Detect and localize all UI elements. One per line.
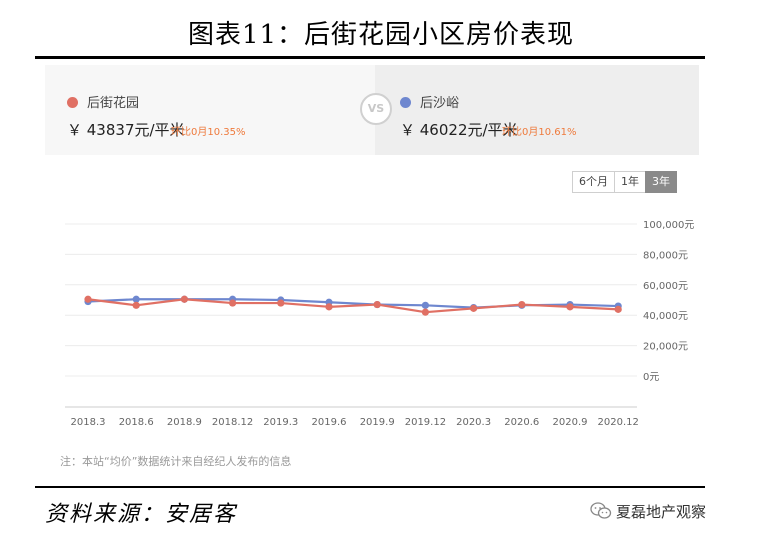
x-tick-label: 2020.12 — [598, 417, 639, 428]
data-point — [518, 300, 526, 309]
x-tick-label: 2019.3 — [263, 417, 298, 428]
data-point — [421, 308, 429, 316]
right-mom: 环比0月10.61% — [502, 127, 577, 138]
y-tick-label: 60,000元 — [643, 281, 688, 292]
x-tick-label: 2019.9 — [360, 417, 395, 428]
data-point — [325, 303, 333, 311]
data-point — [132, 295, 140, 303]
x-tick-label: 2020.9 — [553, 417, 588, 428]
left-price: ￥ 43837元/平米 — [67, 121, 185, 139]
vs-badge: VS — [360, 93, 392, 125]
figure-source: 资料来源：安居客 — [45, 502, 238, 527]
data-point — [373, 300, 381, 309]
data-point — [277, 299, 285, 307]
data-note: 注：本站“均价”数据统计来自经纪人发布的信息 — [60, 455, 292, 468]
y-tick-label: 0元 — [643, 372, 659, 383]
range-buttons: 6个月 1年 3年 — [572, 171, 677, 193]
x-tick-label: 2018.12 — [212, 417, 253, 428]
left-mom: 环比0月10.35% — [171, 127, 246, 138]
right-name: 后沙峪 — [420, 96, 460, 111]
compare-bar: 后街花园 ￥ 43837元/平米 环比0月10.35% VS 后沙峪 ￥ 460… — [45, 65, 699, 155]
data-point — [421, 301, 429, 309]
range-6m-button[interactable]: 6个月 — [572, 171, 615, 193]
x-tick-label: 2018.6 — [119, 417, 154, 428]
data-point — [229, 299, 237, 307]
x-tick-label: 2018.3 — [71, 417, 106, 428]
data-point — [566, 303, 574, 311]
compare-left[interactable]: 后街花园 ￥ 43837元/平米 环比0月10.35% — [45, 65, 345, 155]
data-point — [614, 305, 622, 313]
left-dot-icon — [67, 97, 78, 108]
y-tick-label: 100,000元 — [643, 220, 694, 231]
y-tick-label: 80,000元 — [643, 250, 688, 261]
wechat-watermark: 夏磊地产观察 — [590, 501, 706, 524]
y-tick-label: 40,000元 — [643, 311, 688, 322]
right-price: ￥ 46022元/平米 — [400, 121, 518, 139]
compare-right[interactable]: 后沙峪 ￥ 46022元/平米 环比0月10.61% — [375, 65, 699, 155]
x-tick-label: 2019.12 — [405, 417, 446, 428]
price-panel: 后街花园 ￥ 43837元/平米 环比0月10.35% VS 后沙峪 ￥ 460… — [45, 65, 699, 477]
right-dot-icon — [400, 97, 411, 108]
bottom-rule — [35, 486, 705, 488]
y-tick-label: 20,000元 — [643, 342, 688, 353]
compare-right-bg — [375, 65, 699, 155]
range-1y-button[interactable]: 1年 — [614, 171, 646, 193]
x-tick-label: 2020.3 — [456, 417, 491, 428]
price-line-chart: 0元 20,000元 40,000元 60,000元 80,000元 100,000元 20… — [65, 220, 694, 428]
wechat-name: 夏磊地产观察 — [616, 503, 707, 521]
x-tick-label: 2018.9 — [167, 417, 202, 428]
series-line — [87, 298, 619, 314]
x-tick-label: 2020.6 — [504, 417, 539, 428]
data-point — [132, 301, 140, 309]
data-point — [470, 304, 478, 312]
top-rule — [35, 56, 705, 59]
range-3y-button[interactable]: 3年 — [645, 171, 677, 193]
data-point — [84, 295, 92, 303]
wechat-icon — [590, 501, 612, 524]
left-name: 后街花园 — [87, 96, 140, 111]
data-point — [180, 295, 188, 303]
x-tick-label: 2019.6 — [312, 417, 347, 428]
figure-title: 图表11：后街花园小区房价表现 — [187, 20, 575, 50]
